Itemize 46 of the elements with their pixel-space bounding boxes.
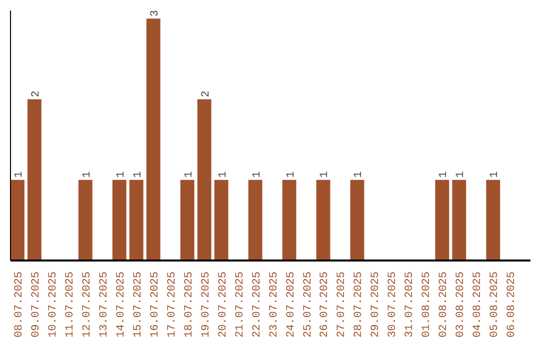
x-tick-label: 25.07.2025 <box>302 271 314 338</box>
data-label: 1 <box>438 170 450 178</box>
x-tick-label: 26.07.2025 <box>319 271 332 338</box>
x-tick-label: 11.07.2025 <box>64 271 76 338</box>
x-tick-label: 17.07.2025 <box>166 271 178 338</box>
data-label: 1 <box>81 170 94 178</box>
x-tick-label: 19.07.2025 <box>200 271 212 338</box>
data-label: 1 <box>353 170 366 178</box>
x-tick-label: 02.08.2025 <box>438 271 450 338</box>
data-label: 3 <box>149 10 162 17</box>
x-tick-label: 28.07.2025 <box>353 271 366 338</box>
data-label: 1 <box>183 170 196 178</box>
data-label: 1 <box>13 170 26 178</box>
data-label: 1 <box>455 170 468 178</box>
x-tick-label: 22.07.2025 <box>251 271 264 338</box>
x-tick-label: 18.07.2025 <box>183 271 196 338</box>
x-tick-label: 06.08.2025 <box>506 271 518 338</box>
data-label: 2 <box>30 90 42 98</box>
x-tick-label: 31.07.2025 <box>404 271 416 338</box>
x-tick-label: 13.07.2025 <box>98 271 110 338</box>
x-tick-label: 05.08.2025 <box>489 271 502 338</box>
data-label: 1 <box>132 170 144 178</box>
x-tick-label: 14.07.2025 <box>115 271 128 338</box>
x-tick-label: 30.07.2025 <box>387 271 400 338</box>
x-tick-label: 16.07.2025 <box>149 271 162 338</box>
x-tick-label: 01.08.2025 <box>421 271 434 338</box>
x-tick-label: 08.07.2025 <box>13 271 26 338</box>
data-label: 1 <box>115 170 128 178</box>
x-tick-label: 04.08.2025 <box>472 271 484 338</box>
x-tick-label: 15.07.2025 <box>132 271 144 338</box>
data-label: 2 <box>200 90 212 98</box>
x-tick-label: 23.07.2025 <box>268 271 280 338</box>
data-label: 1 <box>217 170 230 178</box>
data-label: 1 <box>251 170 264 178</box>
data-label: 1 <box>489 170 502 178</box>
x-tick-label: 20.07.2025 <box>217 271 230 338</box>
data-label: 1 <box>285 170 298 178</box>
data-label: 1 <box>319 170 332 178</box>
x-tick-label: 12.07.2025 <box>81 271 94 338</box>
x-tick-label: 21.07.2025 <box>234 271 246 338</box>
x-tick-label: 24.07.2025 <box>285 271 298 338</box>
x-tick-label: 03.08.2025 <box>455 271 468 338</box>
x-tick-label: 10.07.2025 <box>47 271 60 338</box>
x-tick-label: 27.07.2025 <box>336 271 348 338</box>
x-tick-label: 29.07.2025 <box>370 271 382 338</box>
x-tick-label: 09.07.2025 <box>30 271 42 338</box>
